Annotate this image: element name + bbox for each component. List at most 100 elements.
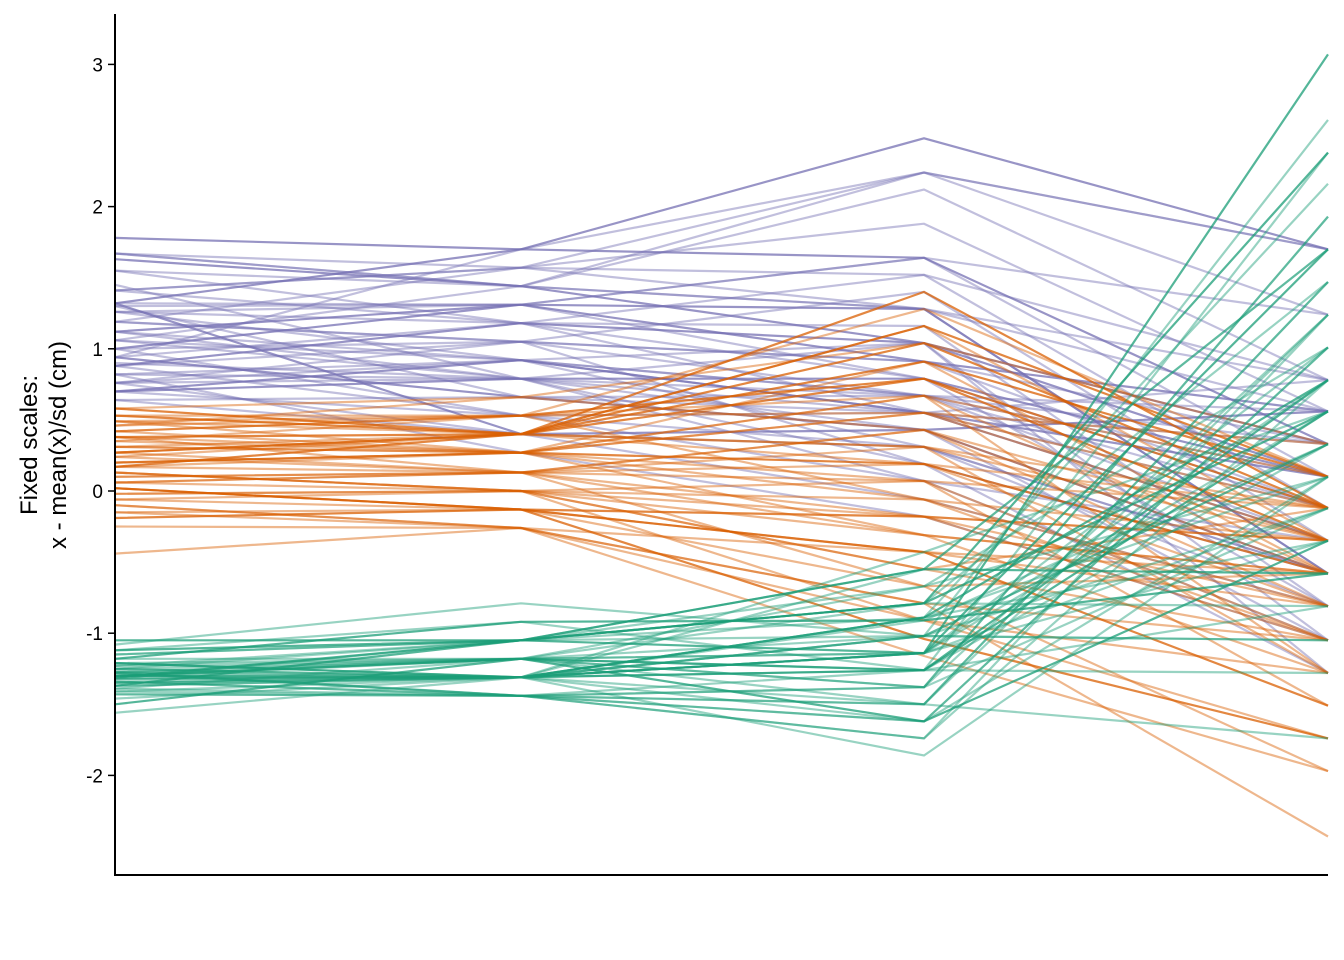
series-2-line [114,215,1329,689]
series-0-line [114,283,1329,642]
series-2-line [114,475,1329,723]
series-0-line [114,137,1329,251]
series-2-line [114,346,1329,656]
series-2-line [114,410,1329,679]
series-0-line [114,305,1329,446]
series-0-line [114,390,1329,575]
series-0-line [114,322,1329,608]
series-1-line [114,290,1329,510]
series-1-line [114,341,1329,446]
series-0-line [114,330,1329,414]
series-0-line [114,171,1329,316]
series-1-line [114,471,1329,510]
series-0-line [114,359,1329,608]
series-0-line [114,290,1329,542]
y-tick-label: 3 [92,55,103,76]
series-2-line [114,281,1329,706]
series-0-line [114,340,1329,542]
series-0-line [114,266,1329,382]
series-1-line [114,394,1329,478]
series-1-line [114,455,1329,773]
series-0-line [114,377,1329,478]
series-2-line [114,410,1329,679]
series-0-line [114,347,1329,542]
series-1-line [114,445,1329,575]
series-1-line [114,414,1329,642]
series-2-line [114,183,1329,656]
y-tick-label: 1 [92,340,103,361]
series-1-line [114,411,1329,446]
series-2-line [114,151,1329,672]
series-0-line [114,252,1329,413]
y-tick-label: -2 [86,766,103,787]
series-2-line [114,151,1329,652]
series-1-line [114,462,1329,608]
series-1-line [114,508,1329,740]
y-axis-ticks: -2 -1 0 1 2 3 [86,55,115,787]
series-2-line [114,568,1329,687]
series-2-line [114,634,1329,679]
series-0-line [114,373,1329,642]
series-0-line [114,339,1329,413]
series-1-line [114,445,1329,542]
series-0-line [114,303,1329,575]
series-1-line [114,432,1329,674]
series-0-line [114,398,1329,608]
series-1-line [114,471,1329,542]
series-0-line [114,303,1329,608]
series-0-line [114,381,1329,575]
y-tick-label: 0 [92,482,103,503]
series-1-line [114,489,1329,642]
series-2-line [114,669,1329,697]
series-1-line [114,525,1329,773]
series-1-line [114,432,1329,510]
series-1-line [114,465,1329,642]
series-2-line [114,507,1329,687]
series-0-line [114,356,1329,432]
series-0-line [114,330,1329,542]
series-2-line [114,443,1329,670]
series-0-line [114,320,1329,446]
series-2-line [114,605,1329,679]
series-2-line [114,410,1329,673]
series-1-line [114,440,1329,707]
series-1-line [114,508,1329,575]
series-1-line [114,451,1329,608]
series-0-line [114,341,1329,642]
series-1-line [114,504,1329,608]
series-0-line [114,340,1329,510]
series-1-line [114,341,1329,510]
series-0-line [114,258,1329,446]
series-2-line [114,281,1329,706]
series-2-line [114,379,1329,740]
series-1-line [114,394,1329,674]
series-1-line [114,428,1329,542]
series-1-line [114,489,1329,642]
series-1-line [114,395,1329,575]
series-1-line [114,471,1329,608]
series-1-line [114,451,1329,575]
y-axis-title-line-2: x - mean(x)/sd (cm) [45,341,72,549]
series-1-line [114,377,1329,510]
series-0-line [114,322,1329,478]
series-2-line [114,313,1329,740]
series-0-line [114,248,1329,446]
series-1-line [114,489,1329,571]
series-0-line [114,171,1329,288]
series-0-line [114,266,1329,382]
series-1-line [114,471,1329,575]
series-1-line [115,307,1329,478]
series-0-line [114,222,1329,413]
series-2-line [114,539,1329,723]
series-2-line [114,346,1329,723]
series-0-line [114,359,1329,478]
series-0-line [114,171,1329,359]
y-axis-title-line-1: Fixed scales: [16,375,43,515]
series-2-line [114,379,1329,679]
series-2-line [114,248,1329,680]
series-2-line [114,475,1329,757]
y-tick-label: 2 [92,198,103,219]
series-0-line [114,310,1329,478]
series-lines [114,53,1329,838]
